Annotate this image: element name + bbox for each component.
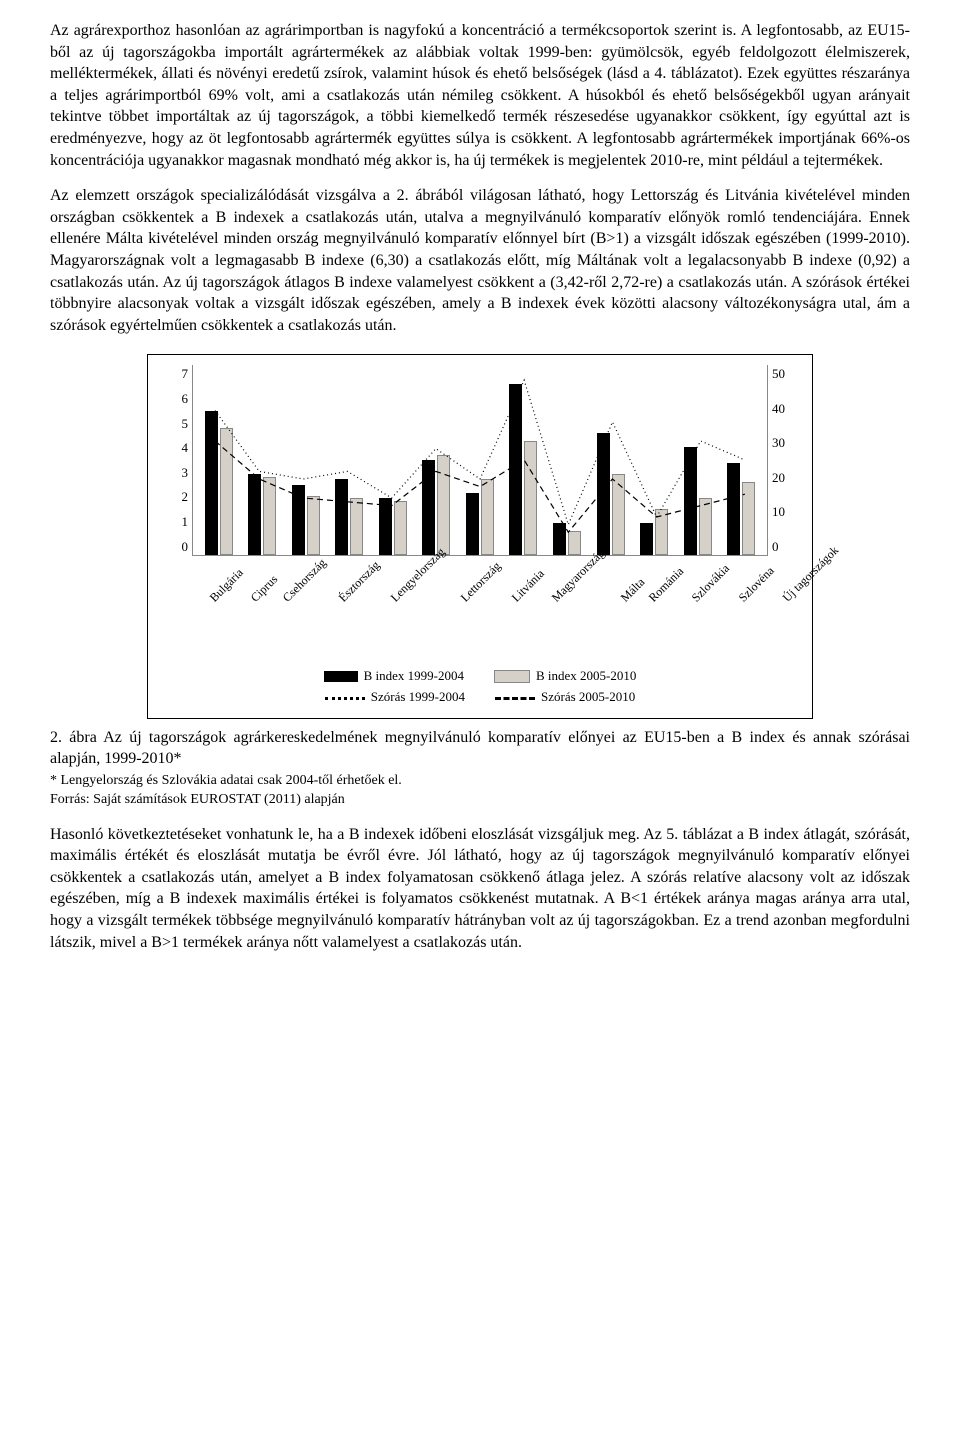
bar-series-2	[350, 498, 363, 555]
legend-bar-1: B index 1999-2004	[324, 667, 464, 685]
ytick-right: 20	[772, 469, 800, 487]
paragraph-3: Hasonló következtetéseket vonhatunk le, …	[50, 824, 910, 954]
bar-group	[371, 498, 415, 555]
bar-series-1	[509, 384, 522, 555]
figure-note-2: Forrás: Saját számítások EUROSTAT (2011)…	[50, 791, 910, 810]
legend-line-1: Szórás 1999-2004	[325, 688, 465, 706]
paragraph-2: Az elemzett országok specializálódását v…	[50, 185, 910, 336]
bar-series-1	[727, 463, 740, 555]
ytick-right: 50	[772, 365, 800, 383]
ytick-left: 7	[160, 365, 188, 383]
bar-series-2	[437, 455, 450, 555]
bar-series-2	[394, 501, 407, 555]
bar-group	[458, 479, 502, 555]
bar-series-2	[742, 482, 755, 555]
bar-series-1	[335, 479, 348, 555]
bar-series-1	[248, 474, 261, 555]
bar-series-2	[568, 531, 581, 555]
legend: B index 1999-2004 B index 2005-2010 Szór…	[160, 667, 800, 706]
bar-series-1	[553, 523, 566, 556]
ytick-left: 5	[160, 415, 188, 433]
bar-series-2	[220, 428, 233, 556]
bar-group	[676, 447, 720, 556]
figure-note-1: * Lengyelország és Szlovákia adatai csak…	[50, 772, 910, 791]
bar-series-2	[655, 509, 668, 555]
paragraph-1: Az agrárexporthoz hasonlóan az agrárimpo…	[50, 20, 910, 171]
bar-group	[502, 384, 546, 555]
bar-series-2	[699, 498, 712, 555]
y-axis-right: 50 40 30 20 10 0	[768, 365, 800, 555]
x-axis-labels: BulgáriaCiprusCsehországÉsztországLengye…	[160, 558, 800, 574]
bar-series-2	[307, 496, 320, 556]
figure-caption: 2. ábra Az új tagországok agrárkereskede…	[50, 727, 910, 770]
ytick-right: 30	[772, 434, 800, 452]
ytick-right: 0	[772, 538, 800, 556]
bar-series-2	[263, 477, 276, 556]
ytick-left: 2	[160, 488, 188, 506]
bar-group	[719, 463, 763, 555]
ytick-left: 6	[160, 390, 188, 408]
bar-group	[284, 485, 328, 556]
bar-series-1	[466, 493, 479, 555]
bar-series-1	[292, 485, 305, 556]
bar-group	[589, 433, 633, 555]
ytick-right: 40	[772, 400, 800, 418]
ytick-left: 0	[160, 538, 188, 556]
bar-series-2	[481, 479, 494, 555]
bar-series-1	[422, 460, 435, 555]
legend-bar-2: B index 2005-2010	[494, 667, 636, 685]
y-axis-left: 7 6 5 4 3 2 1 0	[160, 365, 192, 555]
bar-group	[415, 455, 459, 555]
bar-series-1	[684, 447, 697, 556]
bar-group	[545, 523, 589, 556]
ytick-left: 1	[160, 513, 188, 531]
bar-group	[241, 474, 285, 555]
ytick-left: 4	[160, 439, 188, 457]
chart-figure: 76543210 50403020100 BulgáriaCiprusCseho…	[147, 354, 813, 718]
ytick-right: 10	[772, 503, 800, 521]
bar-group	[328, 479, 372, 555]
ytick-left: 3	[160, 464, 188, 482]
bar-series-1	[597, 433, 610, 555]
bar-group	[632, 509, 676, 555]
bar-group	[197, 411, 241, 555]
legend-line-2: Szórás 2005-2010	[495, 688, 635, 706]
bar-series-2	[524, 441, 537, 555]
plot-area	[192, 365, 768, 556]
bar-series-2	[612, 474, 625, 555]
bar-series-1	[379, 498, 392, 555]
bar-series-1	[640, 523, 653, 556]
bar-series-1	[205, 411, 218, 555]
